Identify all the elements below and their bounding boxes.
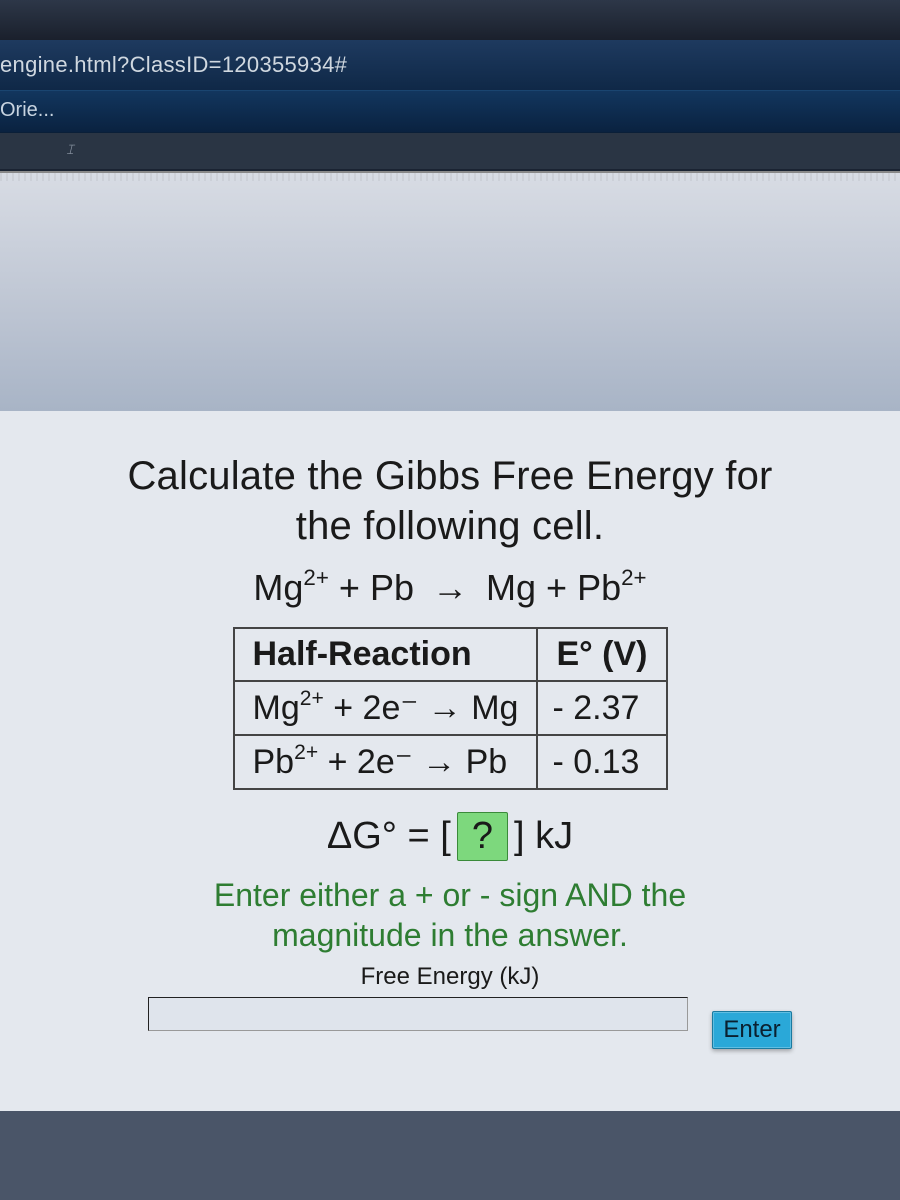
instruction-line-2: magnitude in the answer. <box>272 917 628 953</box>
header-potential: E° (V) <box>537 628 666 681</box>
title-line-2: the following cell. <box>296 504 604 548</box>
url-text: engine.html?ClassID=120355934# <box>0 52 347 77</box>
potential-cell-pb: - 0.13 <box>537 735 666 789</box>
problem-content: Calculate the Gibbs Free Energy for the … <box>0 411 900 1111</box>
delta-g-symbol: ΔG° <box>327 815 397 857</box>
input-label: Free Energy (kJ) <box>30 963 870 991</box>
potential-cell-mg: - 2.37 <box>537 681 666 735</box>
eq-species-mg: Mg <box>486 567 536 608</box>
half-reaction-table: Half-Reaction E° (V) Mg2+ + 2e⁻ → Mg - 2… <box>233 627 668 790</box>
eq-species-pb: Pb <box>370 567 414 608</box>
arrow-icon: → <box>432 567 468 609</box>
delta-g-expression: ΔG° = [?] kJ <box>30 812 870 861</box>
table-row: Pb2+ + 2e⁻ → Pb - 0.13 <box>234 735 667 789</box>
eq-plus-2: + <box>546 567 567 608</box>
reaction-cell-pb: Pb2+ + 2e⁻ → Pb <box>234 735 538 789</box>
eq-species-mg-ion: Mg2+ <box>253 567 338 608</box>
cell-equation: Mg2+ + Pb → Mg + Pb2+ <box>30 567 870 609</box>
eq-species-pb-ion: Pb2+ <box>577 567 647 608</box>
input-row: Enter <box>30 997 870 1049</box>
instruction-text: Enter either a + or - sign AND the magni… <box>30 875 870 955</box>
free-energy-input[interactable] <box>148 997 688 1031</box>
bookmark-bar[interactable]: Orie... <box>0 90 900 133</box>
answer-placeholder-box[interactable]: ? <box>457 812 508 861</box>
bookmark-label: Orie... <box>0 99 54 121</box>
unit-label: kJ <box>535 815 573 857</box>
cursor-icon: 𝙸 <box>65 141 75 158</box>
window-top-bar <box>0 0 900 40</box>
header-half-reaction: Half-Reaction <box>234 628 538 681</box>
arrow-icon: → <box>422 743 456 781</box>
title-line-1: Calculate the Gibbs Free Energy for <box>127 454 772 498</box>
eq-plus-1: + <box>339 567 360 608</box>
reaction-cell-mg: Mg2+ + 2e⁻ → Mg <box>234 681 538 735</box>
table-header-row: Half-Reaction E° (V) <box>234 628 667 681</box>
arrow-icon: → <box>428 689 462 727</box>
problem-title: Calculate the Gibbs Free Energy for the … <box>30 451 870 551</box>
instruction-line-1: Enter either a + or - sign AND the <box>214 877 686 913</box>
enter-button[interactable]: Enter <box>712 1011 791 1049</box>
page-header-strip <box>0 171 900 411</box>
equals-sign: = <box>408 815 430 857</box>
tab-area: 𝙸 <box>0 133 900 171</box>
table-row: Mg2+ + 2e⁻ → Mg - 2.37 <box>234 681 667 735</box>
url-bar[interactable]: engine.html?ClassID=120355934# <box>0 40 900 90</box>
